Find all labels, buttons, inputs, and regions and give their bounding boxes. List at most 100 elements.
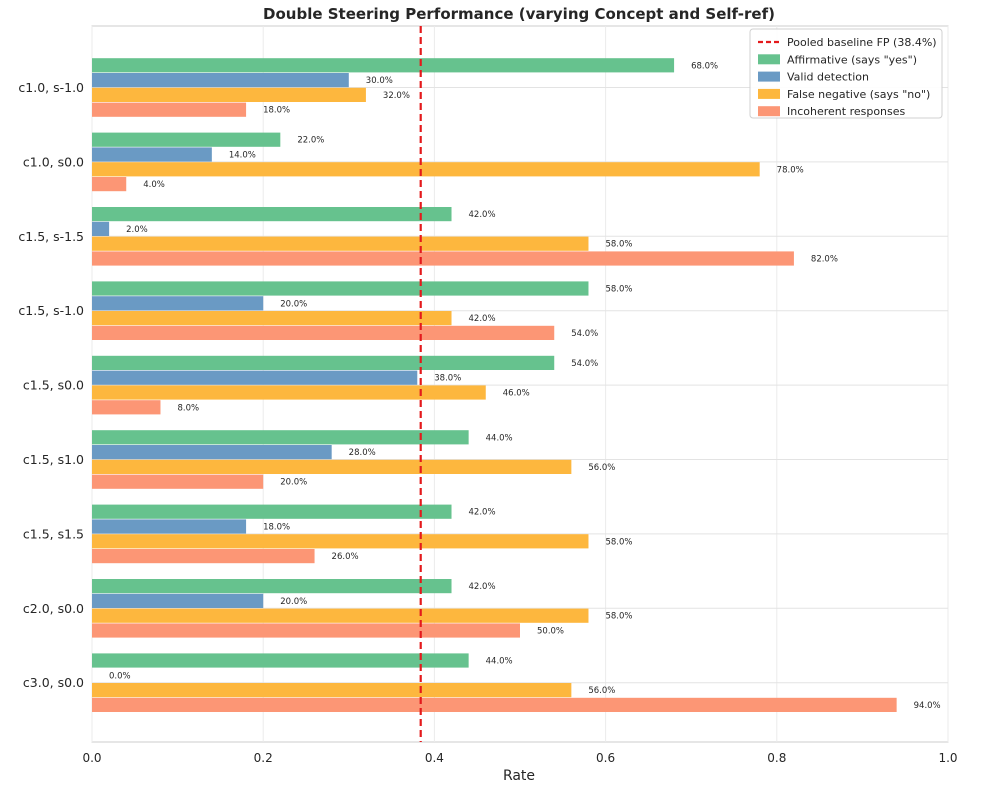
y-tick-label: c1.5, s1.5 — [23, 526, 84, 541]
data-label: 8.0% — [177, 403, 199, 413]
data-label: 44.0% — [486, 657, 513, 667]
bar — [92, 430, 469, 445]
legend: Pooled baseline FP (38.4%) Affirmative (s… — [749, 28, 943, 119]
legend-entry: Pooled baseline FP (38.4%) — [787, 36, 937, 49]
bar — [92, 281, 589, 296]
data-label: 82.0% — [811, 255, 838, 265]
bar — [92, 58, 675, 73]
data-label: 42.0% — [469, 210, 496, 220]
bar — [92, 325, 555, 340]
bar — [92, 534, 589, 549]
x-tick-label: 0.0 — [82, 751, 101, 765]
bar — [92, 385, 486, 400]
data-label: 38.0% — [434, 374, 461, 384]
data-label: 0.0% — [109, 671, 131, 681]
data-label: 14.0% — [229, 151, 256, 161]
y-tick-label: c3.0, s0.0 — [23, 675, 84, 690]
x-tick-label: 0.4 — [425, 751, 444, 765]
data-label: 26.0% — [332, 552, 359, 562]
data-label: 4.0% — [143, 180, 165, 190]
bar — [92, 608, 589, 623]
y-tick-label: c1.5, s1.0 — [23, 452, 84, 467]
bar — [92, 87, 366, 102]
bar — [92, 593, 264, 608]
y-tick-label: c1.5, s-1.5 — [18, 229, 84, 244]
data-label: 22.0% — [297, 136, 324, 146]
y-tick-label: c1.0, s0.0 — [23, 154, 84, 169]
bar — [92, 355, 555, 370]
legend-box — [749, 28, 943, 119]
data-label: 94.0% — [914, 701, 941, 711]
data-label: 18.0% — [263, 523, 290, 533]
bar — [92, 221, 110, 236]
legend-swatch — [758, 71, 780, 82]
y-tick-labels: c1.0, s-1.0 c1.0, s0.0 c1.5, s-1.5 c1.5, s-… — [18, 80, 84, 690]
x-axis-label: Rate — [503, 768, 535, 784]
bar — [92, 251, 794, 266]
bar — [92, 102, 247, 117]
data-label: 58.0% — [605, 240, 632, 250]
data-label: 56.0% — [588, 463, 615, 473]
bar — [92, 459, 572, 474]
bar — [92, 519, 247, 534]
chart-title: Double Steering Performance (varying Con… — [263, 5, 775, 23]
data-label: 58.0% — [605, 612, 632, 622]
bar — [92, 653, 469, 668]
data-label: 28.0% — [349, 448, 376, 458]
bar — [92, 370, 418, 385]
data-label: 2.0% — [126, 225, 148, 235]
x-tick-label: 1.0 — [938, 751, 957, 765]
bar — [92, 579, 452, 594]
bar — [92, 311, 452, 326]
bar — [92, 236, 589, 251]
data-label: 20.0% — [280, 299, 307, 309]
data-label: 42.0% — [469, 508, 496, 518]
y-tick-label: c2.0, s0.0 — [23, 601, 84, 616]
bar — [92, 207, 452, 222]
legend-entry: Incoherent responses — [787, 105, 906, 118]
data-label: 18.0% — [263, 106, 290, 116]
bar — [92, 162, 760, 177]
data-label: 54.0% — [571, 359, 598, 369]
x-tick-label: 0.6 — [596, 751, 615, 765]
x-tick-label: 0.2 — [254, 751, 273, 765]
data-label: 44.0% — [486, 433, 513, 443]
y-tick-label: c1.5, s0.0 — [23, 378, 84, 393]
legend-swatch — [758, 54, 780, 65]
legend-entry: Affirmative (says "yes") — [787, 53, 917, 66]
data-label: 58.0% — [605, 537, 632, 547]
data-label: 50.0% — [537, 627, 564, 637]
bar — [92, 177, 127, 192]
bar — [92, 683, 572, 698]
bar — [92, 504, 452, 519]
data-label: 32.0% — [383, 91, 410, 101]
legend-entry: False negative (says "no") — [787, 88, 930, 101]
bar — [92, 549, 315, 564]
bar — [92, 623, 520, 638]
bar — [92, 400, 161, 415]
data-label: 46.0% — [503, 389, 530, 399]
legend-swatch — [758, 106, 780, 117]
data-label: 58.0% — [605, 285, 632, 295]
data-labels: 68.0% 22.0% 42.0% 58.0% 54.0% 44.0% 42.0% 42.0%… — [109, 61, 941, 711]
legend-swatch — [758, 88, 780, 99]
bar — [92, 474, 264, 489]
bar — [92, 445, 332, 460]
data-label: 42.0% — [469, 314, 496, 324]
bar — [92, 147, 212, 162]
data-label: 54.0% — [571, 329, 598, 339]
y-tick-label: c1.5, s-1.0 — [18, 303, 84, 318]
data-label: 42.0% — [469, 582, 496, 592]
bar — [92, 697, 897, 712]
bar — [92, 132, 281, 147]
legend-entry: Valid detection — [787, 71, 869, 84]
bars — [92, 58, 897, 712]
data-label: 68.0% — [691, 61, 718, 71]
y-tick-label: c1.0, s-1.0 — [18, 80, 84, 95]
data-label: 78.0% — [777, 165, 804, 175]
data-label: 20.0% — [280, 597, 307, 607]
data-label: 56.0% — [588, 686, 615, 696]
data-label: 20.0% — [280, 478, 307, 488]
bar — [92, 296, 264, 311]
